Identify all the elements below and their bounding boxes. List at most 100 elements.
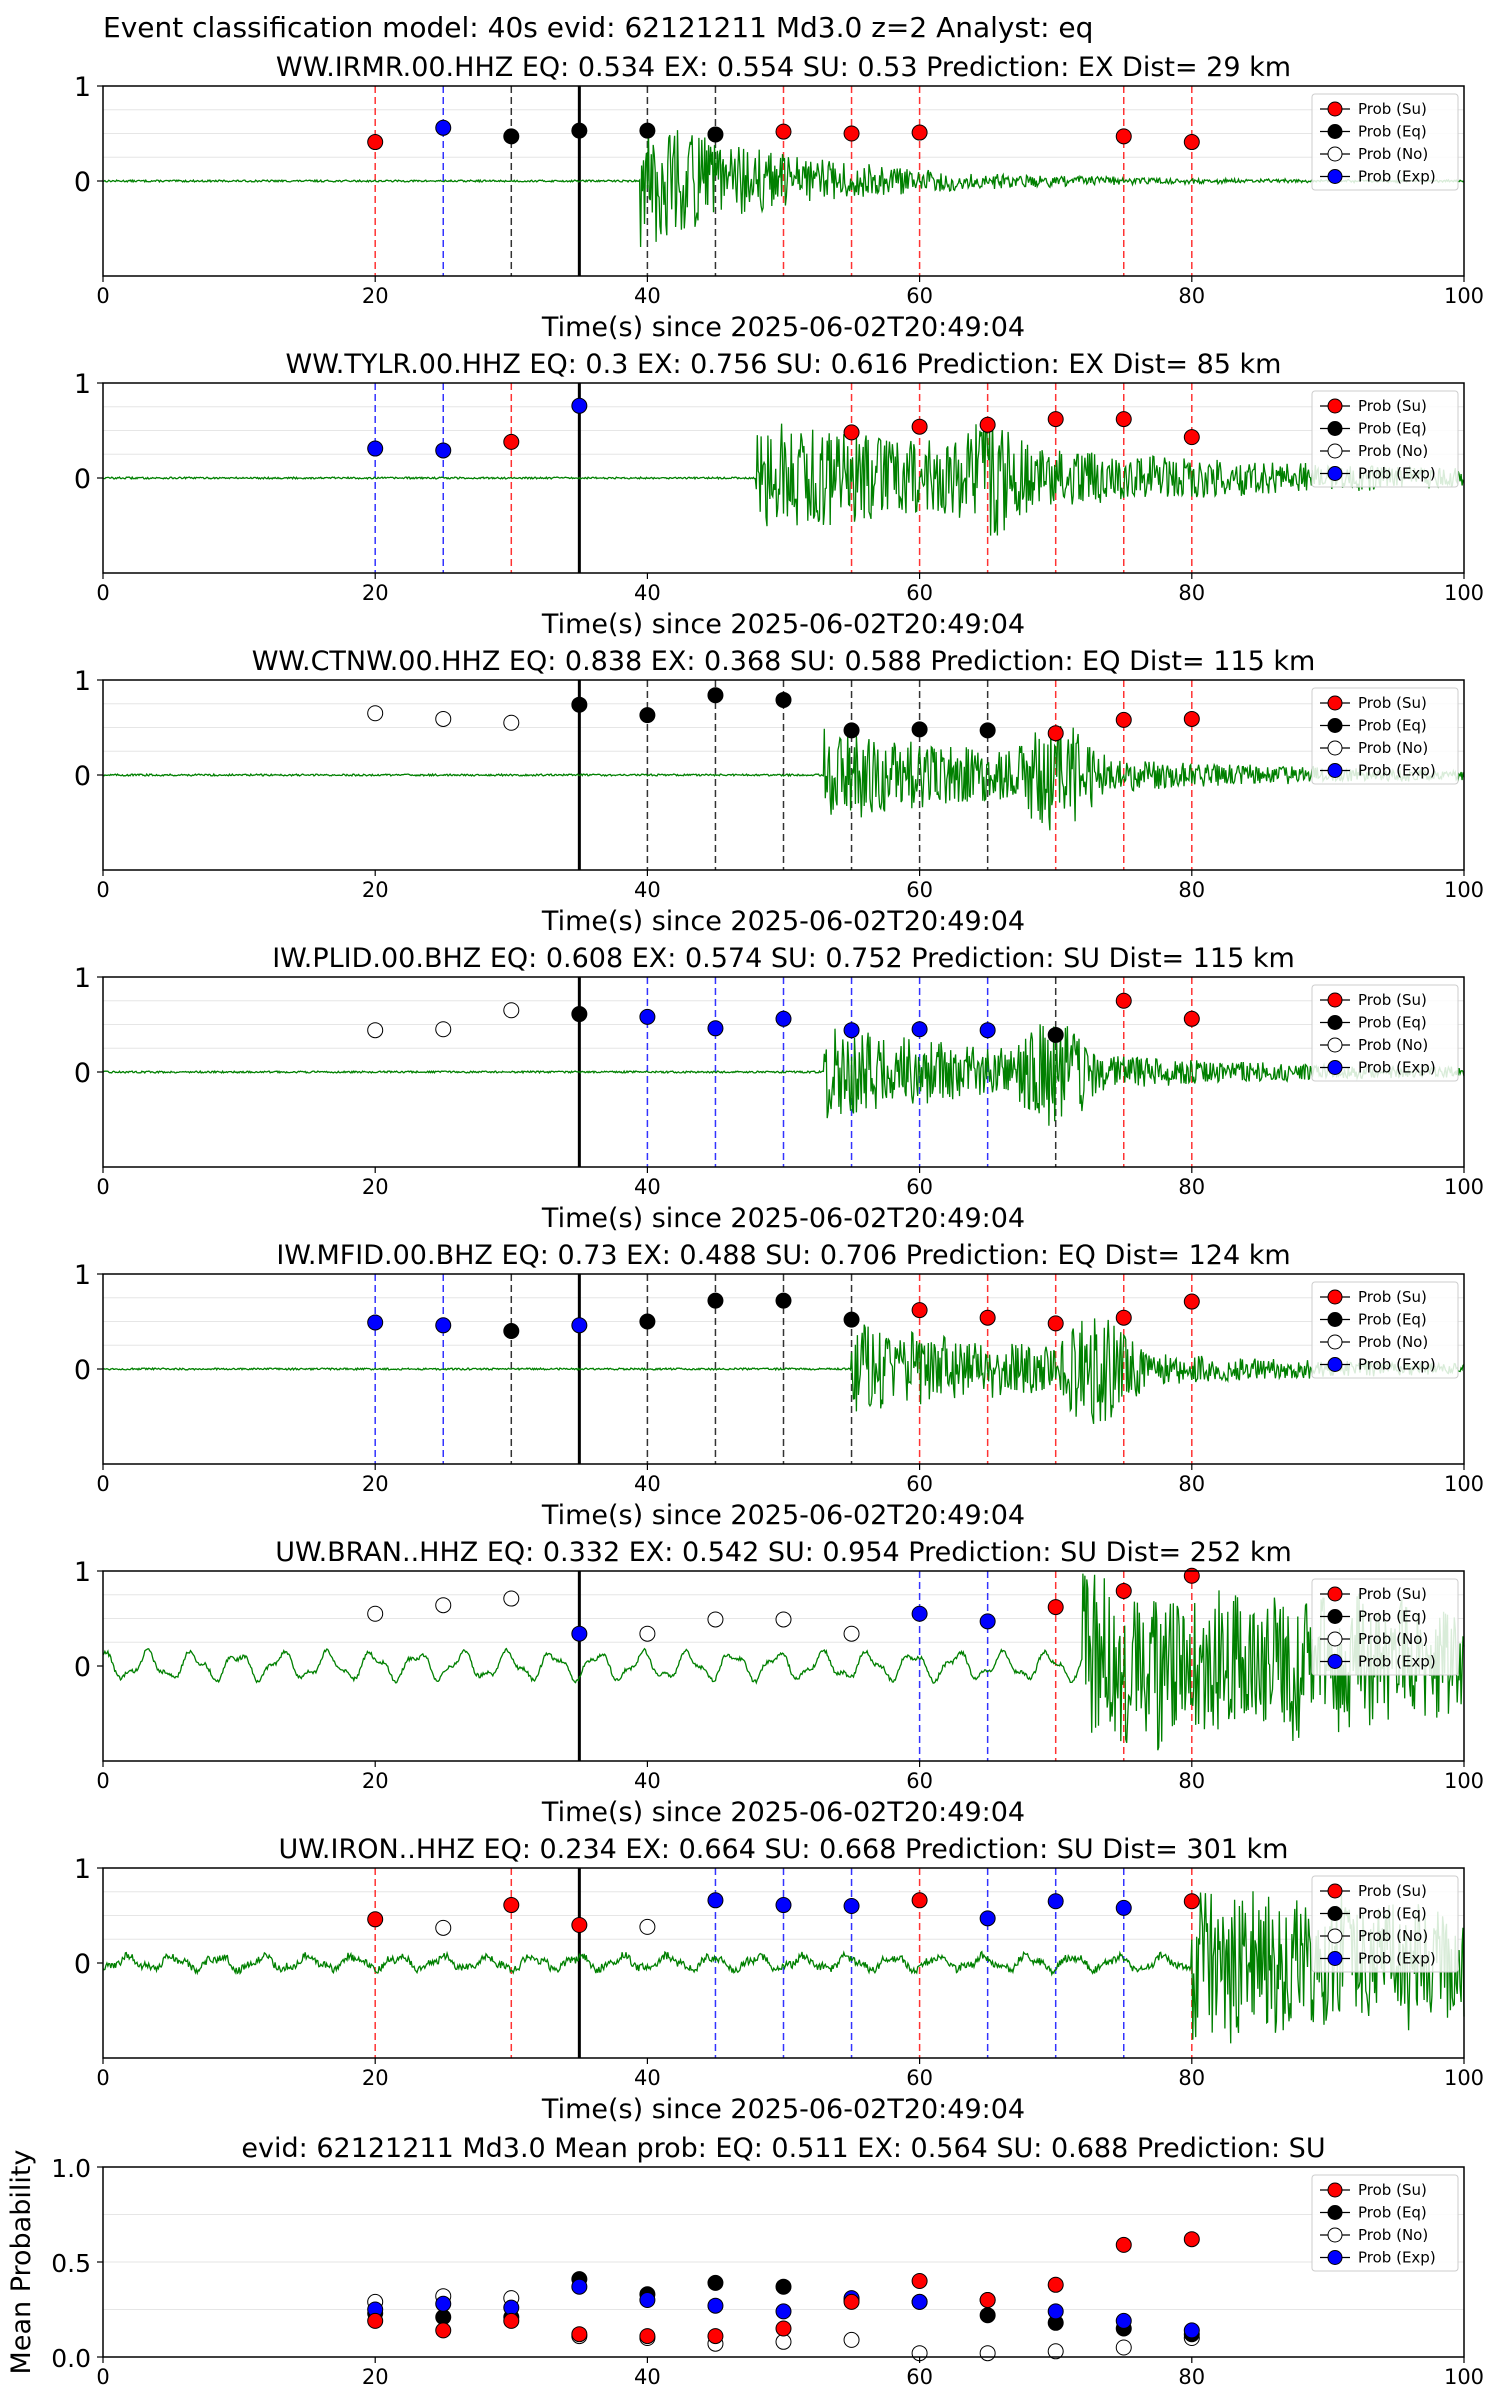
x-axis-label: Time(s) since 2025-06-02T20:49:04 [541, 609, 1025, 640]
x-tick-label: 100 [1444, 2066, 1484, 2090]
chart-panel-3: WW.CTNW.00.HHZ EQ: 0.838 EX: 0.368 SU: 0… [74, 646, 1484, 937]
legend-label: Prob (Su) [1358, 991, 1427, 1009]
chart-panel-1: WW.IRMR.00.HHZ EQ: 0.534 EX: 0.554 SU: 0… [74, 52, 1484, 343]
prob-marker-su [1115, 128, 1132, 145]
prob-marker-su [367, 1911, 384, 1928]
x-tick-label: 100 [1444, 284, 1484, 308]
mean-prob-marker-su [1183, 2231, 1200, 2248]
prob-marker-su [571, 1917, 588, 1933]
y-axis-label: Mean Probability [6, 2150, 37, 2375]
legend-frame [1311, 984, 1459, 1082]
prob-marker-su [1115, 1309, 1132, 1326]
panel-title: UW.IRON..HHZ EQ: 0.234 EX: 0.664 SU: 0.6… [279, 1834, 1289, 1865]
prob-marker-su [979, 1309, 996, 1326]
y-tick-label: 1 [74, 369, 91, 400]
prob-marker-exp [707, 1020, 724, 1037]
prob-marker-exp [1047, 1893, 1064, 1910]
legend-label: Prob (No) [1358, 2226, 1428, 2244]
x-tick-label: 40 [634, 1769, 661, 1793]
prob-marker-no [707, 1611, 724, 1628]
prob-marker-eq [707, 687, 724, 704]
mean-prob-marker-su [639, 2328, 656, 2345]
mean-prob-marker-exp [639, 2292, 656, 2308]
legend-marker [1327, 146, 1343, 162]
x-tick-label: 0 [96, 1472, 109, 1496]
waveform-trace [102, 1573, 1465, 1751]
prob-marker-no [367, 705, 384, 722]
x-tick-label: 20 [362, 1769, 389, 1793]
x-tick-label: 40 [634, 2066, 661, 2090]
legend-label: Prob (Eq) [1358, 123, 1427, 141]
mean-prob-marker-no [979, 2345, 996, 2362]
x-tick-label: 0 [96, 2365, 109, 2389]
legend-marker [1327, 695, 1343, 711]
prob-marker-eq [707, 1292, 724, 1309]
x-tick-label: 60 [906, 1175, 933, 1199]
x-axis-label: Time(s) since 2025-06-02T20:49:04 [541, 906, 1025, 937]
legend-label: Prob (Eq) [1358, 2204, 1427, 2222]
prob-marker-no [435, 1919, 452, 1936]
y-tick-label: 0 [74, 1652, 91, 1683]
prob-marker-exp [775, 1010, 792, 1027]
legend-frame [1311, 390, 1459, 488]
prob-marker-su [1183, 1293, 1200, 1310]
waveform-trace [102, 1024, 1465, 1126]
mean-prob-marker-su [571, 2326, 588, 2343]
prob-marker-exp [843, 1022, 860, 1039]
prob-marker-no [639, 1625, 656, 1642]
waveform-trace [102, 1318, 1465, 1424]
legend-marker [1327, 1654, 1343, 1669]
mean-prob-marker-exp [435, 2295, 452, 2312]
x-tick-label: 20 [362, 1175, 389, 1199]
x-tick-label: 40 [634, 284, 661, 308]
prob-marker-eq [571, 1006, 588, 1023]
x-tick-label: 100 [1444, 1769, 1484, 1793]
prob-marker-su [1183, 1893, 1200, 1910]
mean-prob-marker-su [1047, 2276, 1064, 2293]
y-tick-label: 1 [74, 1854, 91, 1885]
prob-marker-exp [979, 1613, 996, 1630]
legend-marker [1327, 1289, 1343, 1305]
legend-marker [1327, 2250, 1343, 2265]
prob-marker-no [435, 1597, 452, 1614]
legend-label: Prob (Su) [1358, 100, 1427, 118]
chart-panel-5: IW.MFID.00.BHZ EQ: 0.73 EX: 0.488 SU: 0.… [74, 1240, 1484, 1531]
legend-frame [1311, 1578, 1459, 1676]
panel-title: WW.IRMR.00.HHZ EQ: 0.534 EX: 0.554 SU: 0… [276, 52, 1291, 83]
panel-title: UW.BRAN..HHZ EQ: 0.332 EX: 0.542 SU: 0.9… [275, 1537, 1292, 1568]
prob-marker-eq [639, 122, 656, 139]
prob-marker-exp [639, 1008, 656, 1025]
x-tick-label: 60 [906, 1769, 933, 1793]
prob-marker-su [843, 125, 860, 142]
chart-panel-4: IW.PLID.00.BHZ EQ: 0.608 EX: 0.574 SU: 0… [74, 943, 1484, 1234]
prob-marker-exp [911, 1021, 928, 1038]
x-tick-label: 80 [1178, 2365, 1205, 2389]
x-tick-label: 80 [1178, 284, 1205, 308]
prob-marker-no [503, 1002, 520, 1019]
y-tick-label: 0 [74, 1058, 91, 1089]
legend-label: Prob (Su) [1358, 1288, 1427, 1306]
prob-marker-no [435, 710, 452, 727]
prob-marker-exp [707, 1892, 724, 1909]
legend-label: Prob (Su) [1358, 1882, 1427, 1900]
y-tick-label: 0 [74, 1949, 91, 1980]
prob-marker-su [1047, 411, 1064, 428]
panel-title: IW.MFID.00.BHZ EQ: 0.73 EX: 0.488 SU: 0.… [276, 1240, 1290, 1271]
x-tick-label: 0 [96, 2066, 109, 2090]
x-tick-label: 100 [1444, 2365, 1484, 2389]
legend-label: Prob (Eq) [1358, 1014, 1427, 1032]
legend-marker [1327, 1906, 1343, 1921]
x-tick-label: 0 [96, 581, 109, 605]
prob-marker-exp [571, 1625, 588, 1642]
mean-prob-marker-no [1047, 2343, 1064, 2360]
prob-marker-exp [435, 442, 452, 459]
legend-marker [1327, 1015, 1343, 1030]
legend-marker [1327, 398, 1343, 414]
mean-prob-marker-exp [1183, 2322, 1200, 2339]
y-tick-label: 1.0 [51, 2154, 91, 2183]
y-tick-label: 0.5 [51, 2249, 91, 2278]
x-tick-label: 40 [634, 1472, 661, 1496]
legend-marker [1327, 443, 1343, 459]
legend-marker [1327, 466, 1343, 481]
prob-marker-su [367, 134, 384, 151]
